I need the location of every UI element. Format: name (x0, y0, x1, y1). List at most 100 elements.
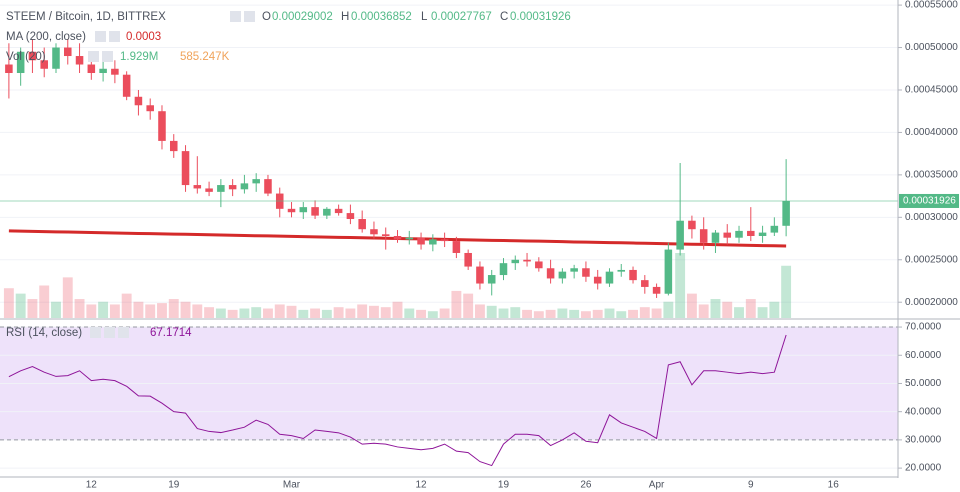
candle-body (405, 237, 414, 240)
ma-legend: MA (200, close) (6, 31, 86, 43)
rsi-value: 67.1714 (150, 327, 192, 339)
volume-bar (639, 307, 650, 318)
y-tick-label: 60.0000 (905, 350, 942, 361)
y-tick-label: 0.00025000 (905, 254, 958, 265)
x-tick-label: 12 (415, 480, 427, 491)
candle-body (122, 74, 131, 97)
volume-bar (145, 304, 156, 318)
candle-body (464, 252, 472, 267)
volume-bar (298, 309, 309, 318)
candle-body (370, 229, 378, 235)
volume-bar (215, 308, 226, 318)
y-tick-label: 0.00045000 (905, 85, 958, 96)
candle-body (181, 151, 190, 186)
candle-body (87, 64, 96, 74)
volume-bar (180, 301, 191, 318)
icon (95, 31, 106, 42)
y-tick-label: 0.00020000 (905, 297, 958, 308)
y-tick-label: 0.00050000 (905, 42, 958, 53)
candle-body (770, 225, 779, 233)
volume-bar (15, 293, 26, 318)
candle-body (652, 286, 661, 294)
candle-body (688, 220, 696, 230)
volume-bar (39, 285, 50, 318)
volume-bar (227, 309, 238, 318)
icon (109, 31, 120, 42)
volume-bar (781, 265, 792, 318)
candle-body (64, 47, 72, 57)
last-price-label: 0.00031926 (903, 196, 956, 207)
volume-bar (27, 299, 38, 318)
candle-body (735, 230, 743, 238)
volume-bar (533, 311, 544, 318)
x-tick-label: 12 (86, 480, 98, 491)
volume-bar (310, 308, 321, 318)
x-tick-label: 19 (498, 480, 510, 491)
volume-bar (239, 308, 250, 318)
candle-body (264, 179, 272, 194)
volume-bar (3, 288, 14, 318)
marks-layer (0, 39, 898, 467)
volume-bar (722, 301, 733, 318)
candle-body (381, 234, 390, 236)
candle-body (429, 239, 437, 245)
candle-body (193, 185, 202, 189)
candle-body (311, 207, 319, 216)
volume-bar (86, 304, 97, 318)
candle-body (158, 111, 166, 141)
candle-body (16, 51, 25, 74)
icon (102, 51, 113, 62)
candle-body (28, 51, 37, 61)
candle-body (664, 249, 673, 294)
candle-body (711, 232, 720, 243)
volume-bar (663, 301, 674, 318)
candle-body (499, 263, 508, 276)
candle-body (228, 185, 237, 190)
candle-body (134, 96, 143, 106)
candle-body (487, 275, 496, 284)
volume-bar (698, 304, 709, 318)
x-tick-label: 26 (580, 480, 592, 491)
candle-body (217, 185, 225, 192)
volume-bar (62, 277, 73, 318)
candle-body (52, 47, 60, 69)
volume-bar (333, 307, 344, 318)
volume-bar (592, 309, 603, 318)
candle-body (747, 230, 755, 236)
candle-body (417, 237, 425, 245)
candle-body (676, 220, 684, 250)
candle-body (440, 239, 449, 242)
icon (88, 51, 99, 62)
volume-bar (427, 311, 438, 318)
candle-body (169, 140, 178, 152)
candle-body (205, 188, 213, 192)
candle-body (5, 64, 13, 74)
volume-bar (263, 308, 273, 318)
ohlc-key: H (341, 11, 349, 23)
volume-bar (204, 307, 215, 318)
volume-bar (369, 305, 379, 318)
volume-bar (157, 303, 167, 318)
candle-body (617, 269, 626, 272)
candle-body (146, 105, 154, 112)
rsi-line (8, 334, 787, 467)
volume-bar (474, 304, 485, 318)
candle-body (287, 208, 296, 213)
volume-legend: Vol (20) (6, 51, 46, 63)
volume-bar (286, 305, 297, 318)
ohlc-value: 0.00029002 (272, 11, 333, 23)
candle-body (593, 276, 602, 284)
y-tick-label: 40.0000 (905, 406, 942, 417)
candle-body (570, 268, 578, 272)
volume-bar (380, 307, 391, 318)
volume-bar (734, 307, 744, 318)
candle-body (782, 200, 790, 226)
volume-bar (392, 301, 403, 318)
axis-layer: 12 19 Mar 12 19 26 Apr 9 16 0.00020000 0.00025000 0… (86, 0, 959, 491)
ma-value: 0.0003 (126, 31, 161, 43)
volume-bar (486, 305, 497, 318)
volume-bar (463, 293, 474, 318)
volume-bar (345, 308, 356, 318)
